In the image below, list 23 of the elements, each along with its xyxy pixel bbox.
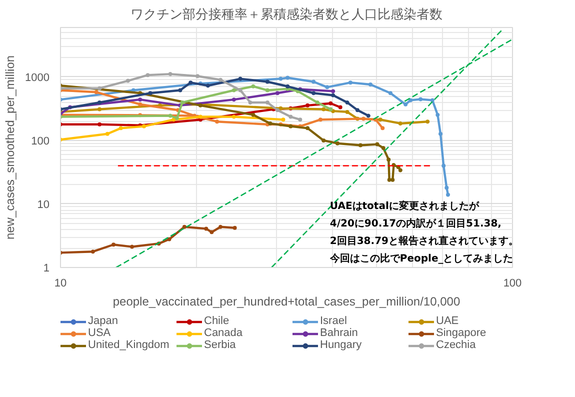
annotation: 今回はこの比でPeople_としてみました — [328, 252, 514, 264]
chart-title: ワクチン部分接種率＋累積感染者数と人口比感染者数 — [130, 6, 442, 22]
legend-label: Chile — [204, 315, 230, 327]
annotation: 4/20に90.17の内訳が１回目51.38, — [330, 217, 502, 230]
y-tick-label: 100 — [31, 135, 50, 148]
annotation: 2回目38.79と報告され直されています。 — [330, 234, 518, 247]
legend-label: Czechia — [436, 339, 477, 351]
legend-label: Singapore — [436, 327, 488, 339]
x-axis-title: people_vaccinated_per_hundred+total_cases_per_million/10,000 — [112, 294, 460, 308]
legend-label: Israel — [320, 315, 348, 327]
legend-label: USA — [88, 327, 112, 339]
y-tick-label: 10 — [37, 198, 50, 211]
annotation: UAEはtotalに変更されましたが — [330, 200, 480, 212]
legend-label: Japan — [88, 315, 119, 327]
legend-label: Bahrain — [320, 327, 359, 339]
legend-label: Hungary — [320, 339, 363, 351]
y-tick-label: 1000 — [25, 72, 50, 84]
y-tick-label: 1 — [43, 262, 50, 274]
legend-label: UAE — [436, 315, 460, 327]
legend-label: Canada — [204, 327, 244, 339]
y-axis-title: new_cases_smoothed_per_million — [3, 55, 18, 240]
legend-label: Serbia — [204, 339, 237, 351]
legend-label: United_Kingdom — [88, 339, 170, 351]
